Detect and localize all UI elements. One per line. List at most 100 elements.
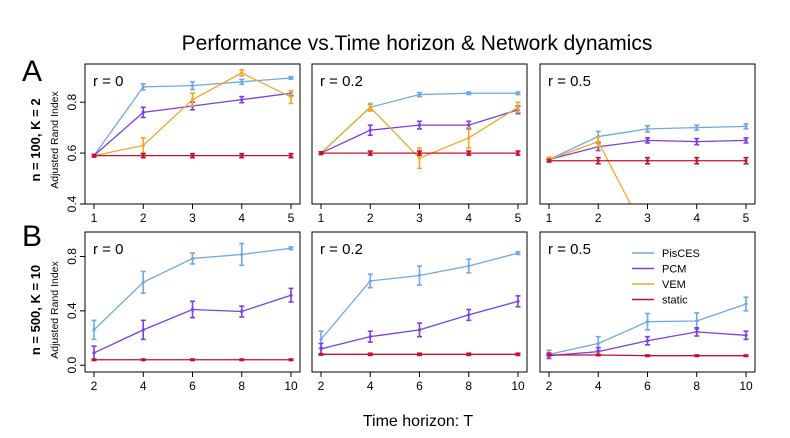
- legend-label-vem: VEM: [662, 279, 686, 291]
- data-point-pcm: [744, 333, 748, 337]
- data-point-static: [695, 159, 699, 163]
- data-point-static: [645, 159, 650, 163]
- panels: 1 2 3 4 5 0.4 0.6 0.8 r = 0 1 2 3 4 5 r = 0.2 1 2 3 4 5 r = …: [65, 63, 756, 393]
- data-point-pcm: [695, 330, 699, 334]
- data-point-static: [547, 353, 551, 357]
- row-b-ylabel: Adjusted Rand Index: [49, 261, 61, 359]
- data-point-pcm: [368, 335, 372, 339]
- data-point-pisces: [417, 92, 422, 97]
- panel-4: 2 4 6 8 10 0.0 0.4 0.8 r = 0: [65, 231, 301, 393]
- x-tick-label: 2: [367, 211, 374, 225]
- x-tick-label: 10: [284, 379, 298, 393]
- x-tick-label: 4: [595, 379, 602, 393]
- data-point-pcm: [240, 309, 244, 314]
- figure-title: Performance vs.Time horizon & Network dy…: [182, 32, 653, 55]
- data-point-static: [368, 151, 372, 155]
- data-point-vem: [467, 136, 471, 140]
- panel-5: 2 4 6 8 10 r = 0.2: [311, 231, 528, 393]
- panel-frame: [311, 231, 528, 373]
- data-point-vem: [190, 98, 195, 102]
- data-point-pcm: [645, 339, 650, 343]
- data-point-pisces: [695, 319, 699, 323]
- y-tick-label: 0.8: [65, 94, 79, 111]
- row-a-letter: A: [22, 55, 42, 88]
- data-point-static: [744, 354, 748, 358]
- series-group: [318, 250, 521, 357]
- series-group: [91, 242, 294, 362]
- data-point-pcm: [467, 313, 471, 317]
- data-point-pcm: [92, 351, 96, 355]
- x-tick-label: 2: [91, 379, 98, 393]
- data-point-pcm: [417, 123, 422, 127]
- data-point-static: [744, 159, 748, 163]
- series-group: [91, 69, 294, 159]
- y-tick-label: 0.0: [65, 357, 79, 374]
- y-tick-label: 0.4: [65, 195, 79, 212]
- data-point-static: [695, 354, 699, 358]
- panel-frame: [539, 63, 756, 205]
- data-point-pisces: [92, 328, 96, 332]
- x-tick-label: 4: [693, 211, 700, 225]
- x-tick-label: 4: [140, 379, 147, 393]
- legend-label-static: static: [662, 295, 688, 307]
- series-group: [318, 91, 521, 170]
- x-tick-label: 4: [465, 211, 472, 225]
- data-point-static: [141, 154, 145, 158]
- data-point-pisces: [744, 124, 748, 128]
- data-point-pisces: [417, 273, 422, 278]
- data-point-pcm: [319, 347, 323, 351]
- data-point-pisces: [240, 80, 244, 84]
- data-point-vem: [141, 143, 145, 148]
- data-point-pisces: [368, 279, 372, 283]
- data-point-pisces: [695, 126, 699, 130]
- panel-6: 2 4 6 8 10 r = 0.5: [539, 231, 756, 393]
- data-point-pcm: [596, 350, 600, 354]
- panel-label: r = 0: [93, 241, 123, 258]
- data-point-vem: [417, 156, 422, 160]
- data-point-pcm: [141, 328, 145, 332]
- data-point-static: [645, 354, 650, 358]
- legend: PisCES PCM VEM static: [632, 248, 700, 307]
- data-point-static: [190, 154, 195, 158]
- data-point-pisces: [645, 320, 650, 324]
- panel-label: r = 0.2: [320, 241, 363, 258]
- data-point-pcm: [744, 138, 748, 142]
- panel-frame: [84, 63, 301, 205]
- data-point-pisces: [596, 341, 600, 346]
- data-point-static: [516, 352, 520, 356]
- data-point-pcm: [467, 123, 471, 127]
- x-tick-label: 5: [743, 211, 750, 225]
- x-tick-label: 8: [238, 379, 245, 393]
- x-tick-label: 10: [739, 379, 753, 393]
- panel-label: r = 0.2: [320, 73, 363, 90]
- data-point-static: [289, 358, 293, 362]
- x-tick-label: 5: [515, 211, 522, 225]
- data-point-pcm: [645, 138, 650, 142]
- data-point-static: [417, 352, 422, 356]
- data-point-static: [467, 352, 471, 356]
- data-point-static: [141, 358, 145, 362]
- x-tick-label: 2: [140, 211, 147, 225]
- data-point-vem: [240, 71, 244, 75]
- data-point-static: [596, 159, 600, 163]
- data-point-vem: [516, 105, 520, 109]
- data-point-pcm: [190, 307, 195, 312]
- row-b-label: n = 500, K = 10: [28, 265, 43, 355]
- panel-label: r = 0.5: [548, 73, 591, 90]
- x-axis-label: Time horizon: T: [363, 413, 473, 430]
- data-point-static: [289, 154, 293, 158]
- x-tick-label: 3: [189, 211, 196, 225]
- data-point-static: [596, 353, 600, 357]
- data-point-static: [92, 154, 96, 158]
- data-point-pisces: [645, 127, 650, 131]
- legend-label-pcm: PCM: [662, 264, 686, 276]
- panel-frame: [84, 231, 301, 373]
- data-point-static: [92, 358, 96, 362]
- data-point-pcm: [368, 128, 372, 132]
- data-point-static: [240, 358, 244, 362]
- data-point-pisces: [744, 302, 748, 306]
- x-tick-label: 4: [367, 379, 374, 393]
- data-point-pisces: [190, 256, 195, 261]
- data-point-pisces: [467, 264, 471, 268]
